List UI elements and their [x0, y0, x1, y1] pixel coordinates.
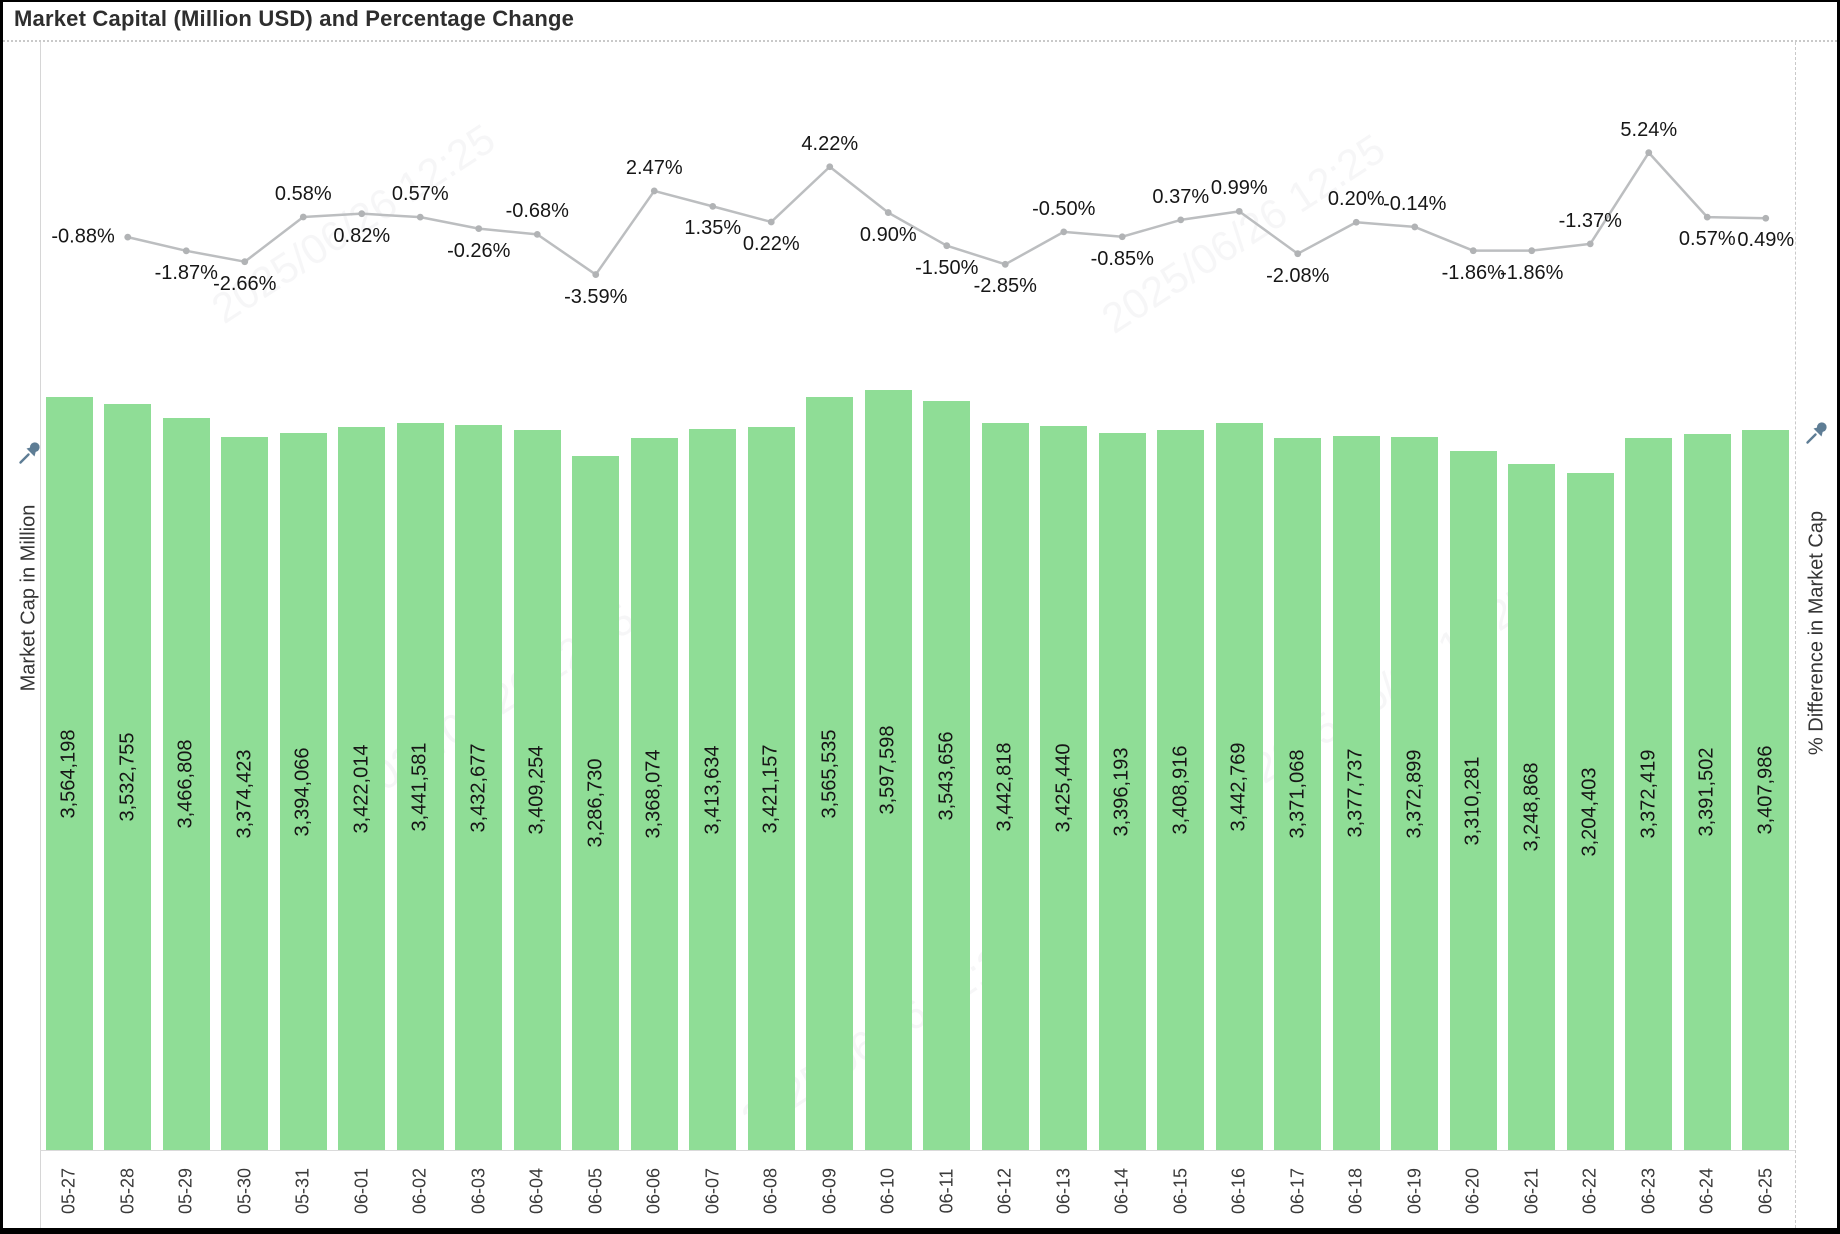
market-cap-bar[interactable]: [1040, 426, 1088, 1150]
pct-change-label: 2.47%: [625, 156, 683, 179]
pct-change-label: 0.49%: [1737, 229, 1795, 252]
market-cap-bar[interactable]: [513, 430, 561, 1150]
pct-change-label: -0.50%: [1032, 197, 1096, 220]
pct-change-label: 0.22%: [742, 232, 800, 255]
pct-change-label: -1.37%: [1558, 209, 1622, 232]
pct-marker[interactable]: [1294, 250, 1302, 258]
pct-change-label: -2.66%: [213, 272, 277, 295]
pct-change-label: -0.85%: [1090, 247, 1154, 270]
pct-change-label: -0.88%: [51, 225, 115, 248]
market-cap-bar[interactable]: [1449, 451, 1497, 1150]
pct-marker[interactable]: [1001, 260, 1009, 268]
market-cap-bar[interactable]: [747, 427, 795, 1150]
pct-marker[interactable]: [1060, 228, 1068, 236]
pct-change-label: -0.26%: [447, 239, 511, 262]
market-cap-bar[interactable]: [981, 423, 1029, 1150]
pct-change-label: -2.85%: [973, 275, 1037, 298]
pct-change-label: 0.90%: [859, 223, 917, 246]
market-cap-bar[interactable]: [806, 397, 854, 1150]
market-cap-bar[interactable]: [1157, 430, 1205, 1150]
pct-marker[interactable]: [1118, 233, 1126, 241]
market-cap-bar[interactable]: [338, 427, 386, 1150]
pct-change-label: -2.08%: [1266, 264, 1330, 287]
pct-change-label: -3.59%: [564, 285, 628, 308]
pct-change-label: 5.24%: [1620, 118, 1678, 141]
pct-marker[interactable]: [767, 218, 775, 226]
pct-marker[interactable]: [592, 271, 600, 278]
pct-change-label: 0.37%: [1152, 185, 1210, 208]
pct-marker[interactable]: [1586, 240, 1594, 248]
pct-change-label: 0.82%: [333, 224, 391, 247]
pin-icon[interactable]: [17, 440, 43, 466]
market-cap-bar[interactable]: [1566, 473, 1614, 1150]
market-cap-bar[interactable]: [279, 433, 327, 1150]
market-cap-bar[interactable]: [1508, 464, 1556, 1150]
market-cap-bar[interactable]: [45, 397, 93, 1150]
market-cap-bar[interactable]: [1683, 434, 1731, 1150]
pct-marker[interactable]: [1177, 216, 1185, 224]
market-cap-bar[interactable]: [1391, 437, 1439, 1150]
pct-change-label: 0.99%: [1210, 177, 1268, 200]
pct-marker[interactable]: [650, 187, 658, 195]
market-cap-bar[interactable]: [1625, 438, 1673, 1150]
pct-marker[interactable]: [1411, 223, 1419, 231]
pct-marker[interactable]: [1528, 247, 1536, 255]
pct-marker[interactable]: [358, 210, 366, 218]
pct-change-label: 0.57%: [391, 183, 449, 206]
pct-marker[interactable]: [709, 202, 717, 210]
market-cap-bar[interactable]: [1098, 433, 1146, 1150]
market-cap-bar[interactable]: [689, 429, 737, 1150]
pct-marker[interactable]: [1352, 218, 1360, 226]
pct-marker[interactable]: [533, 230, 541, 238]
market-cap-bar[interactable]: [923, 401, 971, 1150]
pct-marker[interactable]: [1703, 213, 1711, 221]
pct-change-label: -0.68%: [505, 200, 569, 223]
plot-right-border: [1795, 42, 1796, 1228]
pct-change-label: 4.22%: [801, 132, 859, 155]
pct-change-label: 0.57%: [1678, 228, 1736, 251]
market-cap-bar[interactable]: [162, 418, 210, 1150]
market-cap-bar[interactable]: [396, 423, 444, 1150]
market-cap-bar[interactable]: [1742, 430, 1790, 1150]
pct-marker[interactable]: [475, 225, 483, 232]
market-cap-bar[interactable]: [1215, 423, 1263, 1150]
pct-marker[interactable]: [1235, 207, 1243, 215]
pct-change-label: -0.14%: [1383, 192, 1447, 215]
x-axis-line: [40, 1150, 1795, 1151]
pct-marker[interactable]: [943, 242, 951, 250]
market-cap-bar[interactable]: [221, 437, 269, 1150]
plot-left-border: [40, 42, 41, 1228]
pct-change-label: -1.50%: [915, 256, 979, 279]
pin-icon[interactable]: [1804, 420, 1830, 446]
pct-marker[interactable]: [299, 213, 307, 221]
pct-marker[interactable]: [826, 163, 834, 171]
title-divider: [0, 40, 1840, 42]
market-cap-bar[interactable]: [630, 438, 678, 1150]
pct-marker[interactable]: [1645, 149, 1653, 157]
pct-change-label: -1.86%: [1441, 261, 1505, 284]
pct-marker[interactable]: [1762, 214, 1770, 222]
pct-change-label: 0.58%: [274, 182, 332, 205]
market-cap-bar[interactable]: [1274, 438, 1322, 1150]
market-cap-bar[interactable]: [572, 456, 620, 1150]
pct-marker[interactable]: [1469, 247, 1477, 255]
pct-marker[interactable]: [884, 209, 892, 216]
market-cap-bar[interactable]: [1332, 436, 1380, 1150]
pct-change-label: -1.86%: [1500, 261, 1564, 284]
pct-marker[interactable]: [124, 233, 132, 241]
pct-change-label: 1.35%: [684, 217, 742, 240]
pct-marker[interactable]: [182, 247, 190, 255]
pct-change-label: -1.87%: [154, 261, 218, 284]
market-cap-bar[interactable]: [104, 404, 152, 1150]
pct-marker[interactable]: [416, 213, 424, 221]
market-cap-bar[interactable]: [455, 425, 503, 1150]
chart-title: Market Capital (Million USD) and Percent…: [14, 6, 575, 31]
pct-change-label: 0.20%: [1327, 188, 1385, 211]
pct-marker[interactable]: [241, 258, 249, 266]
market-cap-bar[interactable]: [864, 390, 912, 1150]
